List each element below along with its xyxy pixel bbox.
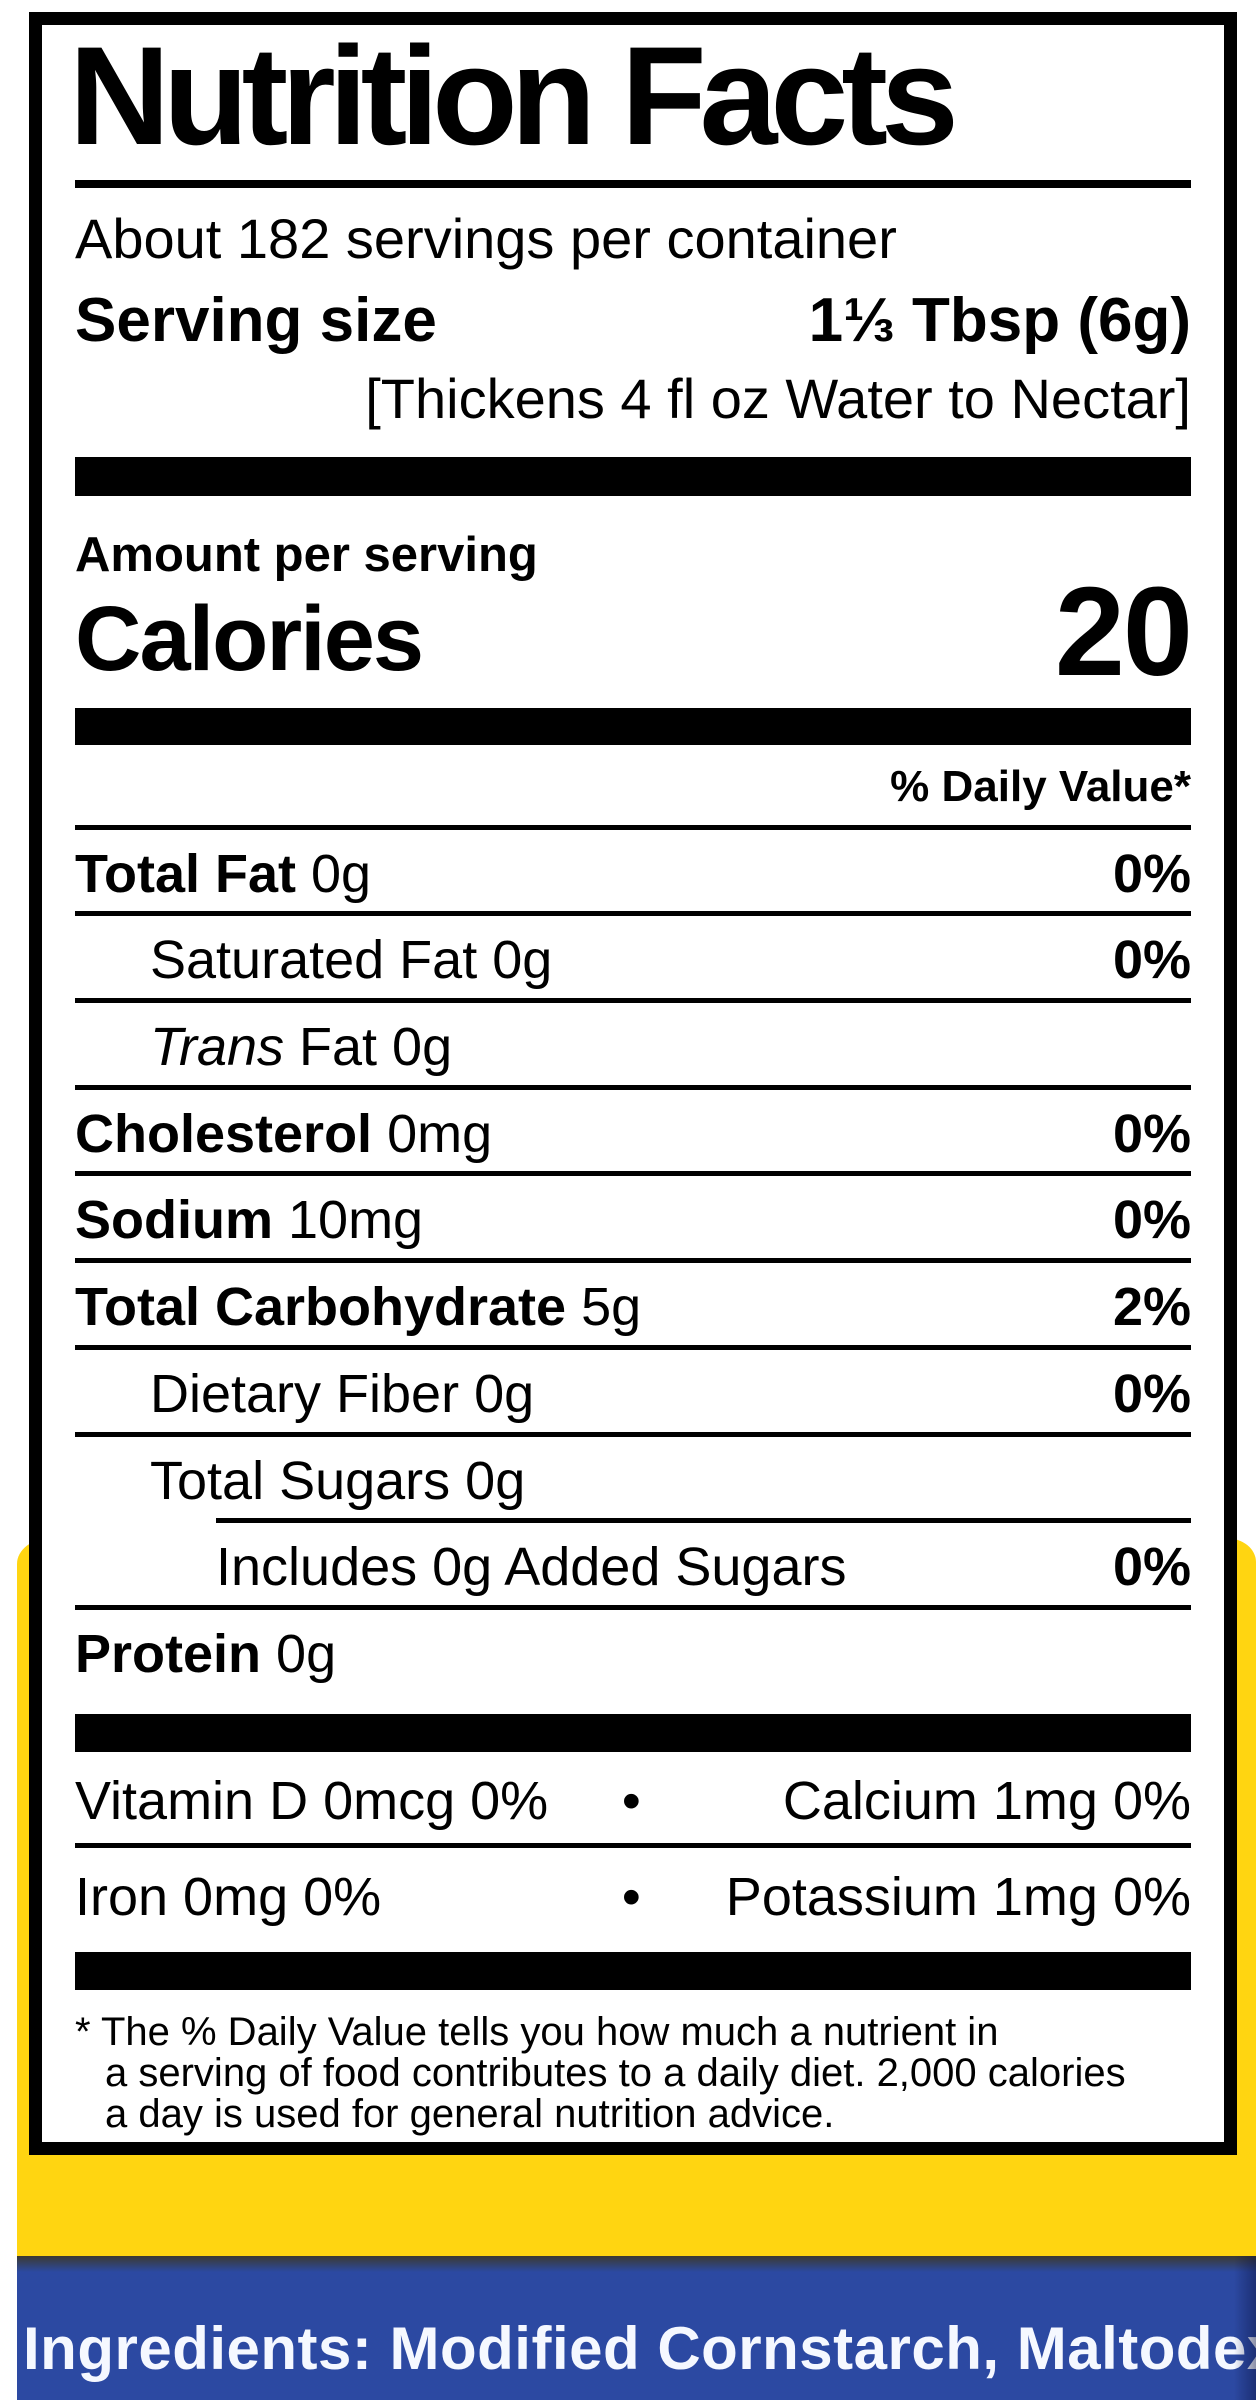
nutrient-name-bold: Protein: [75, 1624, 262, 1685]
nutrient-name: Protein 0g: [75, 1623, 336, 1687]
nutrient-row-sodium: Sodium 10mg 0%: [75, 1176, 1191, 1264]
separator-bar: [75, 457, 1191, 497]
title-rule: [75, 180, 1191, 189]
nutrient-name: Total Fat 0g: [75, 843, 371, 907]
nutrient-dv: 0%: [1112, 1190, 1191, 1251]
nutrient-dv: 0%: [1112, 1537, 1191, 1598]
nutrient-name: Includes 0g Added Sugars: [216, 1537, 847, 1598]
nutrient-dv: 0%: [1112, 930, 1191, 991]
nutrient-name: Total Sugars 0g: [150, 1450, 526, 1511]
nutrition-facts-label: Nutrition Facts About 182 servings per c…: [29, 12, 1237, 2155]
nutrient-name-italic: Trans: [150, 1017, 285, 1078]
micronutrient-row-1: Vitamin D 0mcg 0% • Calcium 1mg 0%: [75, 1752, 1191, 1849]
nutrient-row-dietary-fiber: Dietary Fiber 0g 0%: [75, 1350, 1191, 1437]
nutrient-row-total-carbohydrate: Total Carbohydrate 5g 2%: [75, 1263, 1191, 1350]
nutrient-amount: Fat 0g: [284, 1017, 453, 1078]
serving-size-label: Serving size: [75, 285, 437, 355]
separator-bar: [75, 1713, 1191, 1752]
nutrient-name-bold: Total Carbohydrate: [75, 1277, 567, 1338]
nutrient-name: Cholesterol 0mg: [75, 1103, 492, 1167]
nutrient-amount: 0g: [295, 843, 372, 904]
indented-rule: [216, 1518, 1191, 1524]
calories-value: 20: [1054, 561, 1193, 703]
nutrient-dv: 0%: [1112, 843, 1191, 904]
band-junction-shadow: [17, 2256, 1256, 2272]
bullet-separator: •: [621, 1770, 641, 1831]
nutrient-amount: 0g: [261, 1624, 337, 1685]
nutrient-name-bold: Total Fat: [75, 843, 296, 904]
label-title: Nutrition Facts: [69, 17, 959, 174]
container-blue-band: Ingredients: Modified Cornstarch, Maltod…: [17, 2256, 1256, 2400]
nutrient-row-total-fat: Total Fat 0g 0%: [75, 830, 1191, 917]
iron-value: Iron 0mg 0%: [75, 1867, 382, 1928]
nutrient-dv: 0%: [1112, 1363, 1191, 1424]
daily-value-header: % Daily Value*: [890, 761, 1191, 811]
potassium-value: Potassium 1mg 0%: [725, 1867, 1191, 1928]
nutrient-amount: 0mg: [372, 1103, 493, 1164]
calcium-value: Calcium 1mg 0%: [782, 1770, 1191, 1831]
nutrient-name-bold: Cholesterol: [75, 1103, 373, 1164]
nutrient-name: Trans Fat 0g: [75, 1016, 452, 1080]
footnote-line: a day is used for general nutrition advi…: [105, 2091, 835, 2136]
servings-per-container: About 182 servings per container: [75, 207, 897, 271]
calories-row: Calories 20: [75, 569, 1193, 695]
daily-value-footnote: * The % Daily Value tells you how much a…: [75, 2009, 1191, 2136]
footnote-line: * The % Daily Value tells you how much a…: [75, 2009, 999, 2054]
amount-per-serving-label: Amount per serving: [75, 528, 538, 583]
separator-bar: [75, 707, 1191, 745]
nutrient-name: Sodium 10mg: [75, 1189, 423, 1253]
nutrient-name: Total Carbohydrate 5g: [75, 1276, 641, 1340]
nutrient-name: Dietary Fiber 0g: [150, 1363, 535, 1424]
vitamin-d-value: Vitamin D 0mcg 0%: [75, 1770, 549, 1831]
nutrient-row-added-sugars: Includes 0g Added Sugars 0%: [75, 1523, 1191, 1611]
micronutrient-row-2: Iron 0mg 0% • Potassium 1mg 0%: [75, 1848, 1191, 1939]
bullet-separator: •: [621, 1867, 641, 1928]
serving-size-value: 1⅓ Tbsp (6g): [808, 285, 1191, 355]
rule: [75, 824, 1191, 830]
nutrient-dv: 0%: [1112, 1103, 1191, 1164]
nutrient-dv: 2%: [1112, 1277, 1191, 1338]
nutrient-row-protein: Protein 0g: [75, 1610, 1191, 1692]
nutrient-row-saturated-fat: Saturated Fat 0g 0%: [75, 916, 1191, 1004]
nutrient-amount: 10mg: [273, 1190, 424, 1251]
calories-label: Calories: [75, 587, 424, 690]
ingredients-text: Ingredients: Modified Cornstarch, Maltod…: [23, 2315, 1256, 2382]
serving-size-row: Serving size 1⅓ Tbsp (6g): [75, 285, 1191, 355]
separator-bar: [75, 1951, 1191, 1990]
serving-note: [Thickens 4 fl oz Water to Nectar]: [365, 367, 1191, 431]
nutrient-name: Saturated Fat 0g: [150, 930, 553, 991]
footnote-line: a serving of food contributes to a daily…: [105, 2050, 1126, 2095]
nutrient-name-bold: Sodium: [75, 1190, 273, 1251]
nutrient-row-total-sugars: Total Sugars 0g: [75, 1437, 1191, 1519]
nutrient-amount: 5g: [566, 1277, 642, 1338]
nutrient-row-trans-fat: Trans Fat 0g: [75, 1003, 1191, 1090]
nutrient-row-cholesterol: Cholesterol 0mg 0%: [75, 1090, 1191, 1177]
